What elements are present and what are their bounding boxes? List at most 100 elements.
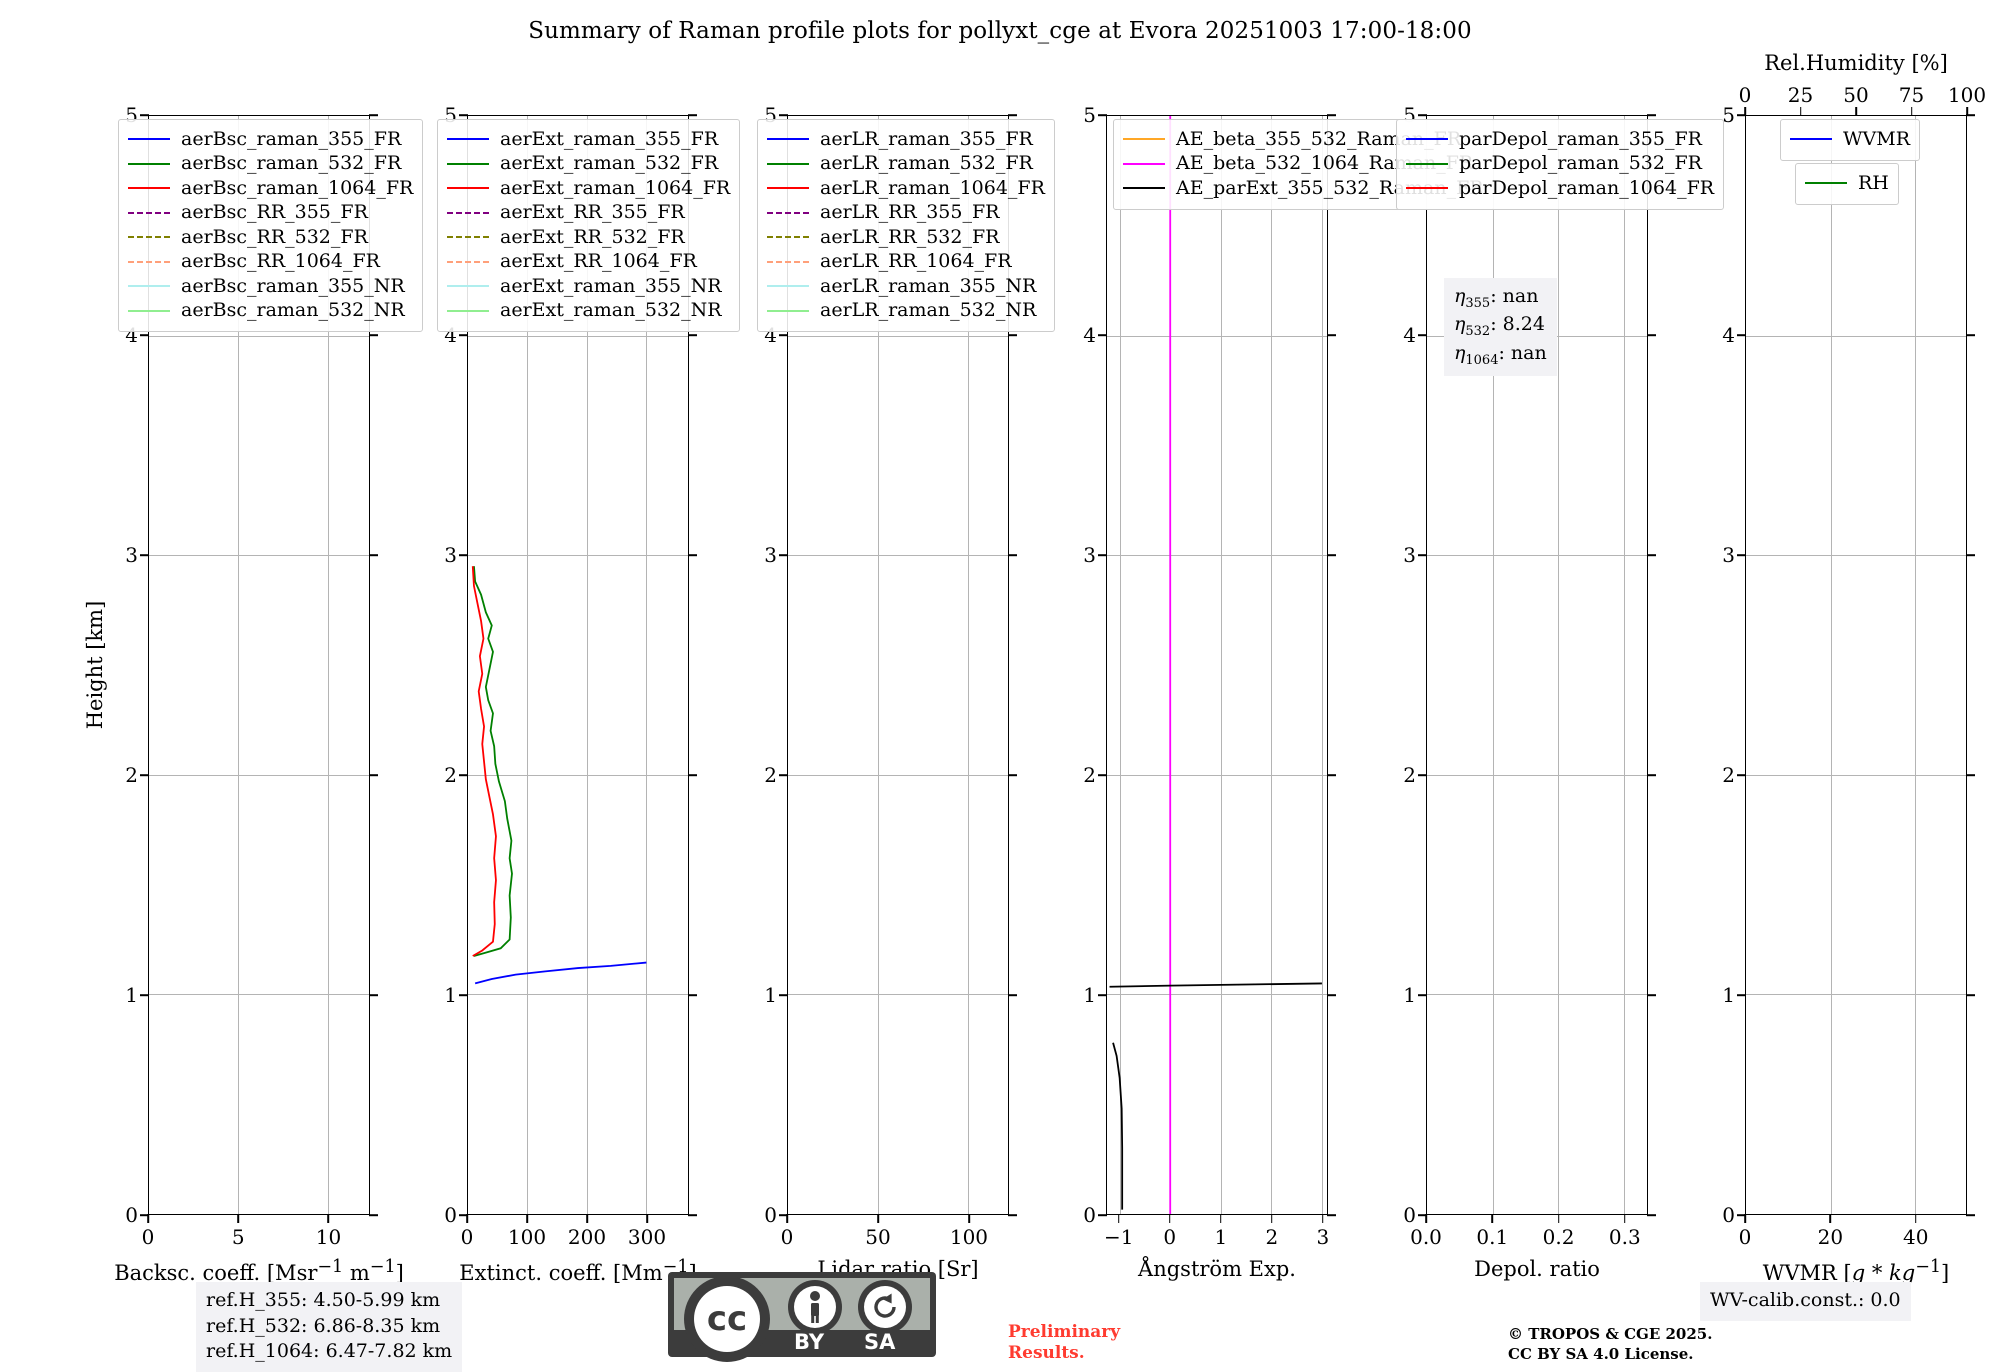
legend-item[interactable]: aerLR_RR_1064_FR [767, 250, 1045, 275]
legend-item[interactable]: aerBsc_RR_355_FR [128, 201, 413, 226]
y-tick-mark-right [1008, 1214, 1017, 1216]
gridline-vertical [327, 116, 329, 1214]
x-axis-title-backscatter: Backsc. coeff. [Msr−1 m−1] [114, 1257, 404, 1285]
legend-lidar-ratio: aerLR_raman_355_FR aerLR_raman_532_FR aerL… [757, 119, 1055, 332]
y-tick-mark [1418, 1214, 1427, 1216]
x-tick-label: 0 [141, 1225, 155, 1249]
legend-item[interactable]: aerExt_RR_355_FR [447, 201, 730, 226]
legend-label: aerBsc_RR_532_FR [181, 225, 368, 248]
legend-label: aerBsc_raman_532_FR [181, 152, 402, 175]
series-aerExt_raman_1064_FR [473, 566, 496, 956]
copyright-note: © TROPOS & CGE 2025. CC BY SA 4.0 Licens… [1508, 1325, 1712, 1364]
y-tick-label: 4 [1722, 323, 1735, 347]
legend-item[interactable]: aerBsc_raman_532_NR [128, 299, 413, 324]
legend-color-swatch [447, 285, 489, 288]
legend-label: aerBsc_raman_1064_FR [181, 176, 414, 199]
legend-label: parDepol_raman_355_FR [1459, 127, 1702, 150]
x-axis-title-depol-ratio: Depol. ratio [1474, 1257, 1600, 1281]
legend-item[interactable]: aerExt_raman_1064_FR [447, 176, 730, 201]
legend-item[interactable]: RH [1805, 171, 1889, 196]
x-tick-mark [1220, 1214, 1222, 1223]
legend-item[interactable]: aerBsc_raman_1064_FR [128, 176, 413, 201]
legend-item[interactable]: aerExt_raman_355_FR [447, 127, 730, 152]
x-tick-label: 50 [865, 1225, 891, 1249]
legend-item[interactable]: aerBsc_raman_355_NR [128, 274, 413, 299]
legend-item[interactable]: aerExt_RR_532_FR [447, 225, 730, 250]
x-tick-label: 100 [949, 1225, 989, 1249]
legend-label: aerBsc_raman_532_NR [181, 299, 405, 322]
legend-label: parDepol_raman_1064_FR [1459, 176, 1715, 199]
legend-item[interactable]: aerExt_raman_355_NR [447, 274, 730, 299]
y-tick-mark [140, 774, 149, 776]
legend-item[interactable]: parDepol_raman_1064_FR [1406, 176, 1714, 201]
legend-item[interactable]: aerExt_RR_1064_FR [447, 250, 730, 275]
legend-label: aerLR_RR_532_FR [820, 225, 1000, 248]
x-tick-mark [586, 1214, 588, 1223]
preliminary-line-1: Preliminary [1008, 1322, 1121, 1342]
legend-label: aerBsc_RR_1064_FR [181, 250, 380, 273]
legend-color-swatch [1805, 182, 1847, 185]
legend-label: WVMR [1843, 127, 1911, 150]
y-tick-mark-right [369, 334, 378, 336]
legend-label: aerExt_RR_355_FR [500, 201, 685, 224]
y-tick-label: 4 [1403, 323, 1416, 347]
y-tick-label: 0 [1403, 1203, 1416, 1227]
legend-item[interactable]: aerLR_raman_355_FR [767, 127, 1045, 152]
legend-item[interactable]: aerBsc_raman_532_FR [128, 152, 413, 177]
series-aerExt_raman_532_FR [474, 566, 512, 956]
legend-item[interactable]: WVMR [1790, 127, 1910, 152]
legend-item[interactable]: aerLR_raman_532_FR [767, 152, 1045, 177]
y-tick-mark [1098, 994, 1107, 996]
legend-item[interactable]: AE_beta_355_532_Raman_FR [1123, 127, 1484, 152]
x-tick-mark [147, 1214, 149, 1223]
legend-item[interactable]: parDepol_raman_355_FR [1406, 127, 1714, 152]
legend-item[interactable]: aerExt_raman_532_NR [447, 299, 730, 324]
legend-item[interactable]: aerBsc_RR_532_FR [128, 225, 413, 250]
legend-item[interactable]: aerExt_raman_532_FR [447, 152, 730, 177]
plot-area-lidar-ratio [787, 115, 1009, 1215]
y-tick-label: 5 [1722, 103, 1735, 127]
legend-label: aerExt_raman_355_FR [500, 127, 719, 150]
y-tick-mark-right [688, 334, 697, 336]
y-tick-mark-right [1327, 1214, 1336, 1216]
x-tick-mark [1829, 1214, 1832, 1223]
y-tick-label: 3 [1083, 543, 1096, 567]
legend-label: aerLR_RR_355_FR [820, 201, 1000, 224]
gridline-horizontal [1107, 994, 1327, 996]
y-tick-label: 5 [1083, 103, 1096, 127]
top-x-tick-mark [1910, 107, 1913, 116]
top-x-tick-label: 100 [1947, 83, 1987, 107]
top-axis-title: Rel.Humidity [%] [1764, 51, 1948, 75]
y-tick-mark [1098, 554, 1107, 556]
legend-label: RH [1858, 171, 1889, 194]
gridline-horizontal [468, 994, 688, 996]
legend-item[interactable]: aerLR_raman_1064_FR [767, 176, 1045, 201]
x-tick-label: 0 [1738, 1225, 1752, 1249]
y-tick-mark [140, 994, 149, 996]
legend-item[interactable]: aerLR_raman_532_NR [767, 299, 1045, 324]
legend-item[interactable]: aerLR_raman_355_NR [767, 274, 1045, 299]
gridline-vertical [1492, 116, 1494, 1214]
y-tick-mark-right [1966, 774, 1975, 776]
legend-label: aerLR_RR_1064_FR [820, 250, 1012, 273]
y-tick-mark-right [1327, 114, 1336, 116]
y-tick-mark-right [369, 994, 378, 996]
copyright-line-2: CC BY SA 4.0 License. [1508, 1344, 1694, 1363]
preliminary-line-2: Results. [1008, 1343, 1085, 1364]
y-tick-mark-right [688, 554, 697, 556]
y-tick-label: 1 [125, 983, 138, 1007]
gridline-vertical [238, 116, 240, 1214]
plot-area-angstrom [1106, 115, 1328, 1215]
legend-item[interactable]: aerBsc_RR_1064_FR [128, 250, 413, 275]
legend-item[interactable]: aerBsc_raman_355_FR [128, 127, 413, 152]
x-tick-mark [1425, 1214, 1427, 1223]
legend-item[interactable]: aerLR_RR_532_FR [767, 225, 1045, 250]
legend-item[interactable]: parDepol_raman_532_FR [1406, 152, 1714, 177]
ref-h-532: ref.H_532: 6.86-8.35 km [206, 1314, 441, 1337]
legend-item[interactable]: aerLR_RR_355_FR [767, 201, 1045, 226]
gridline-vertical [527, 116, 529, 1214]
ref-h-355: ref.H_355: 4.50-5.99 km [206, 1289, 441, 1311]
cc-by-icon [788, 1280, 842, 1334]
y-tick-label: 0 [1722, 1203, 1735, 1227]
x-tick-label: 0.1 [1476, 1225, 1509, 1249]
